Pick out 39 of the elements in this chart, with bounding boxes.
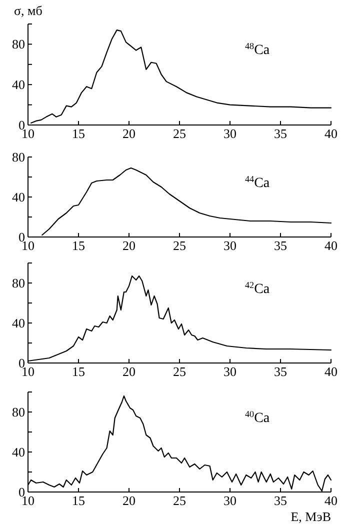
- y-tick-label: 80: [12, 36, 25, 52]
- x-tick-label: 30: [224, 364, 236, 379]
- x-tick-label: 25: [173, 364, 186, 379]
- y-axis-title: σ, мб: [14, 3, 43, 18]
- y-tick-label: 40: [12, 316, 25, 330]
- x-tick-label: 15: [72, 364, 85, 379]
- annotation: $^{44}$Ca: [245, 174, 270, 191]
- y-tick-label: 80: [12, 404, 25, 420]
- x-tick-label: 25: [173, 126, 186, 141]
- x-tick-label: 20: [122, 364, 136, 379]
- annotation: $^{48}$Ca: [245, 41, 270, 58]
- x-tick-label: 20: [122, 493, 136, 508]
- x-tick-label: 15: [72, 238, 85, 253]
- x-tick-label: 40: [324, 126, 338, 141]
- x-tick-label: 25: [173, 493, 186, 508]
- x-tick-label: 20: [122, 126, 136, 141]
- y-tick-label: 40: [12, 190, 25, 204]
- x-axis-title: E, МэВ: [290, 509, 332, 524]
- y-tick-label: 40: [12, 444, 25, 460]
- x-tick-label: 40: [324, 493, 338, 508]
- x-tick-label: 30: [224, 126, 236, 141]
- x-tick-label: 35: [274, 493, 287, 508]
- x-tick-label: 20: [122, 238, 136, 253]
- x-tick-label: 40: [324, 364, 338, 379]
- x-tick-label: 25: [173, 238, 186, 253]
- x-tick-label: 35: [274, 364, 287, 379]
- x-tick-label: 40: [324, 238, 338, 253]
- y-tick-label: 40: [12, 77, 25, 92]
- x-tick-label: 35: [274, 238, 287, 253]
- x-tick-label: 30: [224, 493, 236, 508]
- line-series: [27, 395, 332, 492]
- y-tick-label: 80: [12, 276, 25, 290]
- x-tick-label: 15: [72, 126, 85, 141]
- x-tick-label: 30: [224, 238, 236, 253]
- x-tick-label: 35: [274, 126, 287, 141]
- annotation: $^{40}$Ca: [245, 409, 270, 426]
- annotation: $^{42}$Ca: [245, 280, 270, 297]
- x-tick-label: 15: [72, 493, 85, 508]
- y-tick-label: 80: [12, 150, 25, 164]
